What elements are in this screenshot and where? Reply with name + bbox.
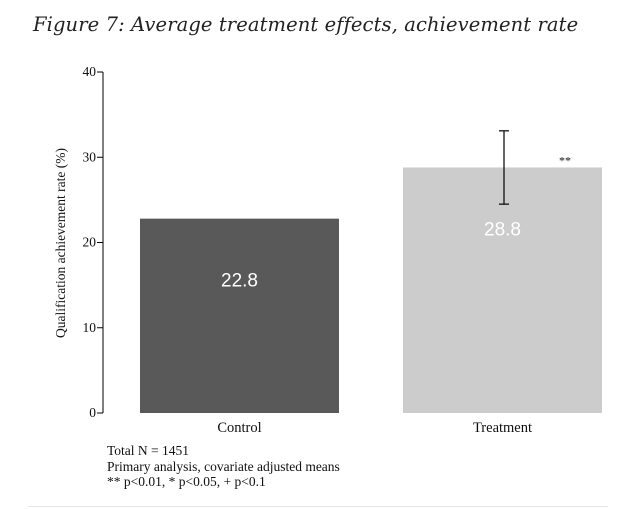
significance-marker: **	[559, 154, 571, 168]
y-tick-label: 30	[83, 149, 97, 164]
y-axis-label: Qualification achievement rate (%)	[53, 148, 68, 338]
bar-control	[140, 218, 339, 413]
x-axis: Control Treatment	[217, 420, 532, 436]
bottom-divider	[28, 506, 608, 507]
y-tick-label: 20	[83, 235, 97, 250]
note-significance: ** p<0.01, * p<0.05, + p<0.1	[107, 474, 266, 489]
note-analysis: Primary analysis, covariate adjusted mea…	[107, 458, 340, 474]
chart-notes: Total N = 1451 Primary analysis, covaria…	[107, 443, 340, 490]
figure-title: Figure 7: Average treatment effects, ach…	[33, 13, 579, 36]
y-tick-label: 10	[83, 320, 97, 335]
y-axis: 0 10 20 30 40	[83, 64, 104, 420]
bar-treatment	[403, 167, 602, 413]
bar-value-label: 22.8	[221, 271, 258, 292]
x-tick-label: Treatment	[473, 420, 532, 436]
bar-value-label: 28.8	[484, 219, 521, 240]
note-total-n: Total N = 1451	[107, 443, 190, 458]
bars: 22.8 28.8 **	[140, 130, 602, 413]
x-tick-label: Control	[217, 420, 261, 436]
y-tick-label: 0	[89, 405, 96, 420]
y-tick-label: 40	[83, 64, 97, 79]
